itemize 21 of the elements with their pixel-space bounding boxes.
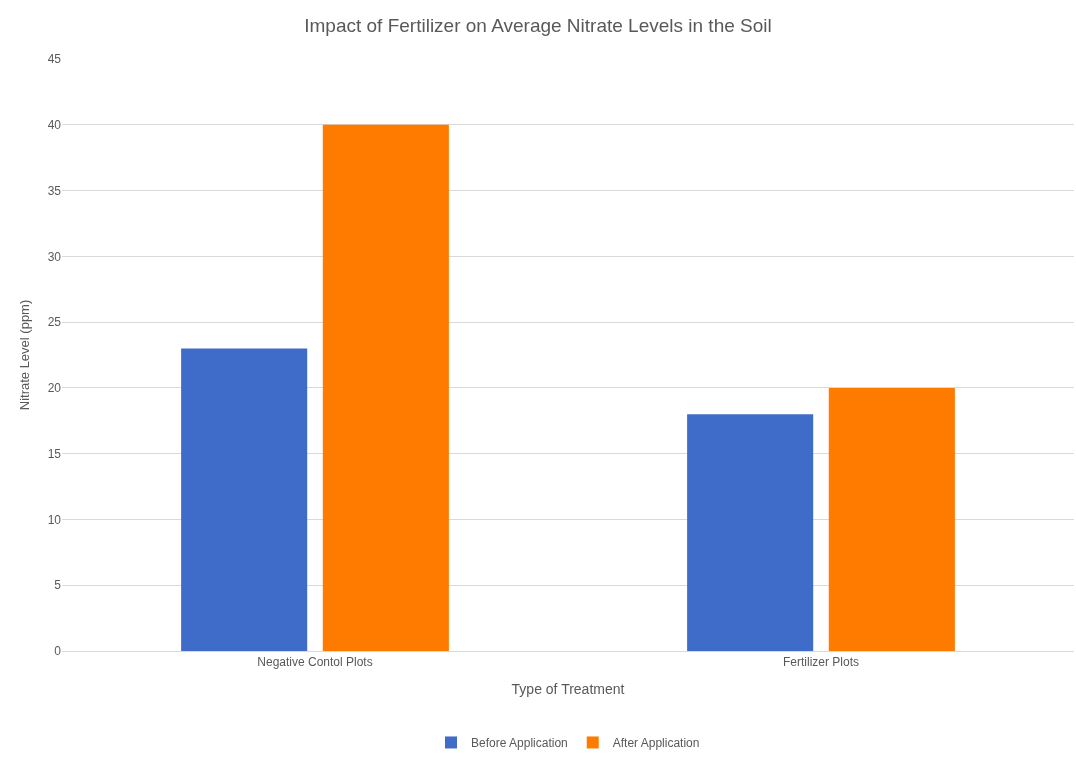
bar	[687, 414, 814, 651]
y-tick-label: 45	[47, 52, 62, 67]
x-tick-label: Negative Contol Plots	[257, 655, 373, 670]
y-tick-label: 15	[47, 446, 62, 461]
y-tick-label: 40	[47, 117, 62, 132]
x-tick-label: Fertilizer Plots	[782, 655, 860, 670]
legend-label: Before Application	[471, 736, 568, 751]
legend-label: After Application	[612, 736, 700, 751]
y-tick-label: 0	[54, 644, 62, 659]
y-tick-label: 20	[47, 381, 62, 396]
bar	[828, 387, 955, 651]
x-axis-title: Type of Treatment	[511, 680, 625, 697]
y-tick-label: 10	[47, 512, 62, 527]
y-tick-label: 35	[47, 183, 62, 198]
y-tick-label: 5	[54, 578, 62, 593]
bar	[322, 124, 449, 651]
bar	[181, 348, 308, 651]
chart-title: Impact of Fertilizer on Average Nitrate Levels in the Soil	[304, 15, 772, 37]
y-tick-label: 30	[47, 249, 62, 264]
y-tick-label: 25	[47, 315, 62, 330]
y-axis-title: Nitrate Level (ppm)	[16, 299, 32, 411]
